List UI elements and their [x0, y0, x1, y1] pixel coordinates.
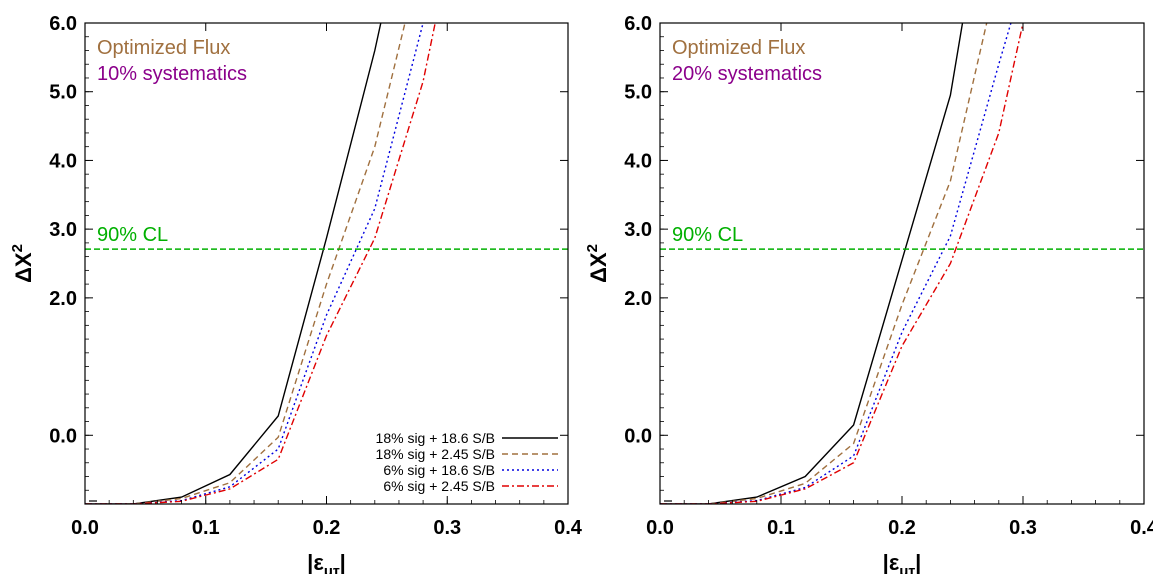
x-tick-label: 0.3 — [433, 517, 461, 539]
chart-panel-2: 90% CL 0.0 0.1 0.2 0.3 0.4 0.0 2.0 3.0 4.0 5.0 6.0 |… — [584, 13, 1153, 574]
legend-entry-4: 6% sig + 2.45 S/B — [383, 478, 495, 494]
annotation-1: Optimized Flux — [672, 37, 805, 59]
y-tick-label: 2.0 — [624, 288, 652, 310]
x-tick-label: 0.1 — [767, 517, 795, 539]
series-line-1 — [660, 23, 964, 504]
x-tick-label: 0.3 — [1009, 517, 1037, 539]
x-axis-label: |εμτ| — [307, 550, 346, 574]
y-axis-label: ΔΧ2 — [9, 244, 36, 283]
cl-label: 90% CL — [97, 224, 168, 246]
y-tick-label: 2.0 — [49, 288, 77, 310]
x-tick-label: 0.4 — [554, 517, 583, 539]
y-tick-label: 5.0 — [49, 82, 77, 104]
series-line-2 — [85, 23, 406, 504]
x-tick-label: 0.0 — [646, 517, 674, 539]
plot-area — [660, 23, 1024, 504]
y-axis-label: ΔΧ2 — [584, 244, 611, 283]
x-tick-label: 0.4 — [1130, 517, 1153, 539]
y-tick-label: 4.0 — [624, 150, 652, 172]
series-line-4 — [660, 23, 1024, 504]
chart-panel-1: 90% CL 0.0 0.1 0.2 0.3 0.4 0.0 2.0 3.0 4.0 5.0 6.0 |… — [9, 13, 583, 574]
y-tick-label: 0.0 — [624, 425, 652, 447]
y-tick-label: 4.0 — [49, 150, 77, 172]
x-tick-label: 0.2 — [313, 517, 341, 539]
annotation-1: Optimized Flux — [97, 37, 230, 59]
legend-entry-3: 6% sig + 18.6 S/B — [383, 462, 495, 478]
annotation-2: 20% systematics — [672, 63, 822, 85]
legend-entry-2: 18% sig + 2.45 S/B — [376, 446, 495, 462]
x-tick-label: 0.0 — [71, 517, 99, 539]
series-line-3 — [85, 23, 424, 504]
plot-frame — [84, 22, 569, 505]
x-axis-label: |εμτ| — [883, 550, 922, 574]
y-tick-label: 6.0 — [624, 13, 652, 35]
x-tick-label: 0.2 — [888, 517, 916, 539]
series-line-4 — [85, 23, 436, 504]
y-tick-label: 0.0 — [49, 425, 77, 447]
series-line-1 — [85, 23, 382, 504]
annotation-2: 10% systematics — [97, 63, 247, 85]
legend-entry-1: 18% sig + 18.6 S/B — [376, 430, 495, 446]
cl-label: 90% CL — [672, 224, 743, 246]
y-tick-label: 6.0 — [49, 13, 77, 35]
x-tick-label: 0.1 — [192, 517, 220, 539]
y-tick-label: 5.0 — [624, 82, 652, 104]
y-tick-label: 3.0 — [624, 219, 652, 241]
plot-frame — [659, 22, 1145, 505]
legend: 18% sig + 18.6 S/B18% sig + 2.45 S/B6% s… — [376, 430, 558, 494]
series-line-2 — [660, 23, 988, 504]
series-line-3 — [660, 23, 1012, 504]
y-tick-label: 3.0 — [49, 219, 77, 241]
